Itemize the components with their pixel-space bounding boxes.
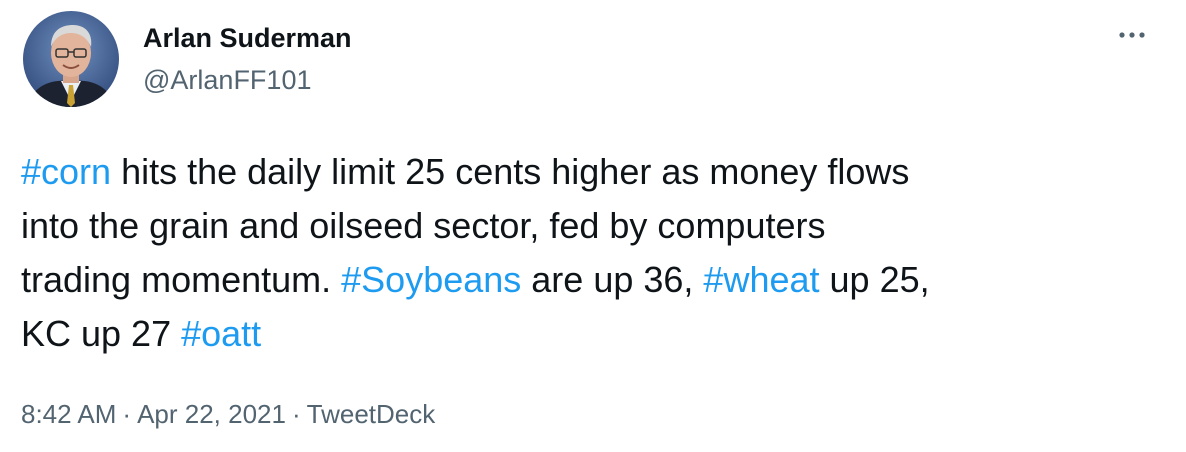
tweet-text-line: KC up 27 #oatt [21, 307, 1151, 361]
hashtag-link[interactable]: #Soybeans [341, 259, 522, 300]
hashtag-link[interactable]: #wheat [703, 259, 820, 300]
author-name[interactable]: Arlan Suderman [143, 23, 352, 53]
hashtag-link[interactable]: #oatt [181, 313, 262, 354]
tweet-text-segment: are up 36, [521, 259, 704, 300]
tweet-text-line: #corn hits the daily limit 25 cents high… [21, 145, 1151, 199]
tweet-time-link[interactable]: 8:42 AM [21, 399, 117, 429]
tweet-meta: 8:42 AM · Apr 22, 2021 · TweetDeck [21, 396, 435, 432]
tweet-text-line: trading momentum. #Soybeans are up 36, #… [21, 253, 1151, 307]
tweet-text-line: into the grain and oilseed sector, fed b… [21, 199, 1151, 253]
author-handle[interactable]: @ArlanFF101 [143, 65, 312, 95]
tweet-text-segment: trading momentum. [21, 259, 342, 300]
tweet-date-link[interactable]: Apr 22, 2021 [137, 399, 286, 429]
tweet-source-link[interactable]: TweetDeck [306, 399, 436, 429]
tweet-text-segment: into the grain and oilseed sector, fed b… [21, 205, 826, 246]
tweet-text-segment: up 25, [819, 259, 930, 300]
tweet-text-segment: hits the daily limit 25 cents higher as … [111, 151, 910, 192]
tweet-text-segment: KC up 27 [21, 313, 182, 354]
meta-separator: · [122, 399, 132, 429]
tweet-text: #corn hits the daily limit 25 cents high… [21, 145, 1151, 361]
hashtag-link[interactable]: #corn [21, 151, 112, 192]
more-dots-icon[interactable] [1112, 20, 1152, 50]
avatar-image [23, 11, 119, 107]
meta-separator: · [291, 399, 301, 429]
profile-photo-icon[interactable] [23, 11, 119, 107]
